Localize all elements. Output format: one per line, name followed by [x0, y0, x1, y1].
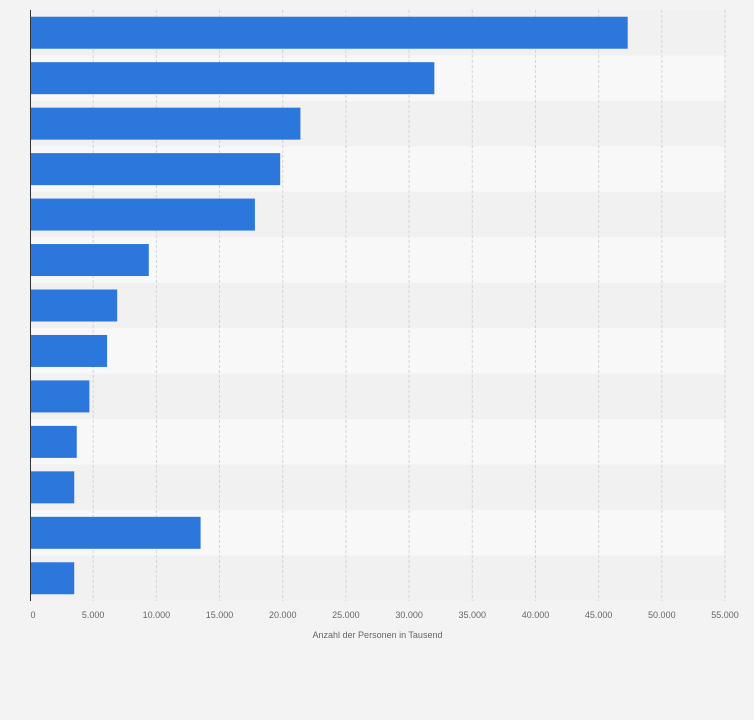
- row-bands: [30, 10, 725, 601]
- bar: [30, 471, 75, 504]
- bar: [30, 425, 77, 458]
- x-tick-label: 55.000: [711, 610, 739, 620]
- x-tick-label: 45.000: [585, 610, 613, 620]
- x-tick-label: 35.000: [459, 610, 487, 620]
- bar: [30, 289, 118, 322]
- x-axis-title: Anzahl der Personen in Tausend: [313, 630, 443, 640]
- x-tick-label: 0: [30, 610, 35, 620]
- bar: [30, 244, 149, 277]
- bar: [30, 153, 281, 186]
- x-tick-labels: 0 5.000 10.000 15.000 20.000 25.000 30.000 35.0…: [30, 610, 738, 620]
- x-tick-label: 30.000: [395, 610, 423, 620]
- row-band: [30, 555, 725, 601]
- x-tick-label: 40.000: [522, 610, 550, 620]
- bar: [30, 380, 90, 413]
- bar: [30, 16, 628, 49]
- row-band: [30, 328, 725, 374]
- x-tick-label: 50.000: [648, 610, 676, 620]
- bars: [30, 16, 628, 595]
- x-tick-label: 5.000: [82, 610, 105, 620]
- row-band: [30, 282, 725, 329]
- row-band: [30, 464, 725, 511]
- bar: [30, 562, 75, 595]
- grid-lines: [92, 10, 726, 601]
- bar: [30, 198, 255, 231]
- row-band: [30, 373, 725, 420]
- x-tick-label: 25.000: [332, 610, 360, 620]
- bar: [30, 334, 108, 367]
- row-band: [30, 419, 725, 465]
- x-tick-label: 20.000: [269, 610, 297, 620]
- x-tick-label: 15.000: [206, 610, 234, 620]
- bar: [30, 62, 435, 95]
- bar: [30, 516, 201, 549]
- bar: [30, 107, 301, 140]
- x-tick-label: 10.000: [143, 610, 171, 620]
